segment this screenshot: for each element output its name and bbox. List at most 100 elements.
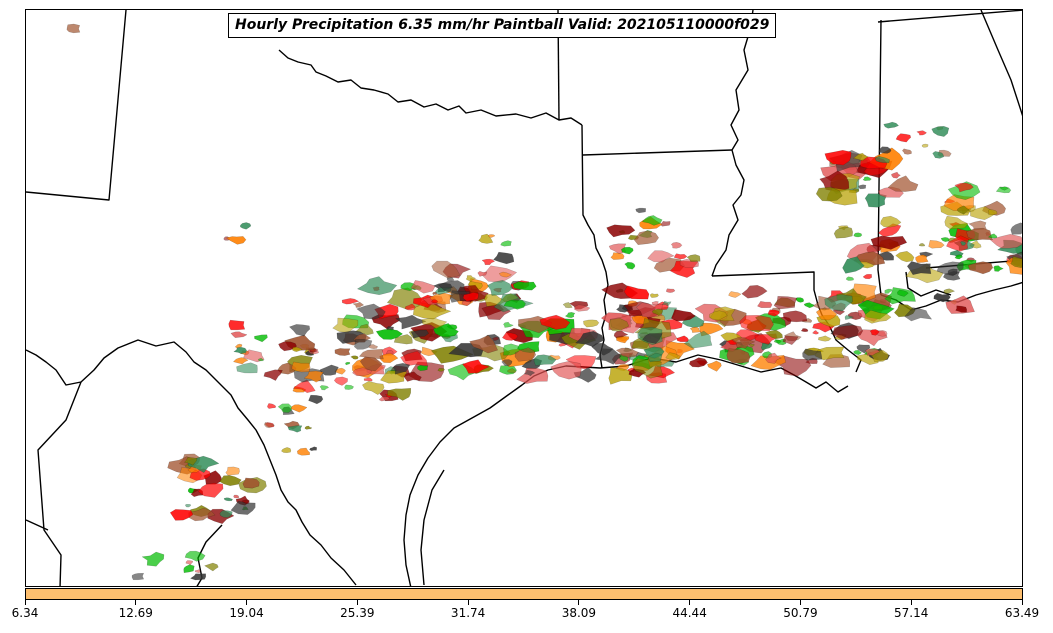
precip-contour bbox=[477, 270, 488, 277]
precip-contour bbox=[290, 404, 308, 413]
precipitation-map bbox=[26, 10, 1022, 586]
precip-contour bbox=[709, 310, 728, 321]
precip-contour bbox=[421, 317, 448, 329]
colorbar-tick-label: 25.39 bbox=[340, 606, 375, 620]
precip-contour bbox=[853, 232, 863, 238]
precip-contour bbox=[946, 235, 970, 252]
precip-contour bbox=[884, 287, 916, 305]
red-river-border bbox=[278, 49, 583, 126]
precip-contour bbox=[169, 509, 194, 521]
precip-contour bbox=[184, 503, 192, 508]
precip-contour bbox=[944, 215, 969, 230]
precip-contour bbox=[999, 186, 1009, 191]
precip-contour bbox=[764, 330, 783, 339]
precip-contour bbox=[375, 329, 404, 340]
precip-contour bbox=[947, 268, 958, 276]
precip-contour bbox=[689, 357, 708, 368]
precip-contour bbox=[739, 315, 774, 332]
precip-contour bbox=[356, 276, 398, 296]
precip-contour bbox=[824, 150, 852, 166]
precip-contour bbox=[932, 151, 945, 159]
colorbar-tick-label: 6.34 bbox=[11, 606, 39, 620]
precip-contour bbox=[782, 310, 808, 323]
precip-contour bbox=[230, 331, 248, 338]
colorbar-tick bbox=[578, 600, 580, 605]
precip-contour bbox=[943, 288, 956, 294]
precip-contour bbox=[183, 457, 198, 466]
precip-contour bbox=[431, 260, 461, 279]
precip-contour bbox=[670, 242, 683, 249]
precip-contour bbox=[523, 369, 536, 377]
precip-contour bbox=[583, 319, 600, 328]
precip-contour bbox=[512, 281, 537, 291]
precip-contour bbox=[223, 497, 233, 502]
precip-contour bbox=[368, 344, 378, 349]
precip-contour bbox=[815, 308, 838, 321]
precip-contour bbox=[417, 364, 429, 371]
colorbar-tick bbox=[910, 600, 912, 605]
precip-contour bbox=[233, 494, 239, 499]
precip-contour bbox=[957, 205, 971, 215]
precip-contour bbox=[131, 572, 145, 581]
precip-contour bbox=[661, 300, 672, 307]
colorbar-tick-label: 19.04 bbox=[229, 606, 264, 620]
precip-contour bbox=[845, 276, 854, 281]
precip-contour bbox=[666, 288, 676, 293]
precip-contour bbox=[352, 367, 373, 377]
precip-contour bbox=[233, 346, 247, 354]
precip-contour bbox=[267, 403, 277, 409]
precip-ensemble-contours bbox=[66, 23, 1022, 581]
precip-contour bbox=[281, 447, 292, 454]
precip-contour bbox=[852, 152, 869, 161]
precip-contour bbox=[842, 256, 865, 274]
precip-contour bbox=[141, 551, 165, 567]
barrier-island bbox=[420, 469, 445, 586]
precip-contour bbox=[204, 562, 219, 572]
precip-contour bbox=[608, 367, 633, 385]
tx-nm-border bbox=[26, 10, 127, 201]
colorbar-tick bbox=[356, 600, 358, 605]
precip-contour bbox=[303, 370, 324, 383]
precip-contour bbox=[760, 342, 773, 351]
precip-contour bbox=[487, 234, 496, 238]
rio-grande-border bbox=[26, 339, 357, 586]
precip-contour bbox=[864, 348, 881, 356]
precip-contour bbox=[345, 361, 351, 366]
precip-contour bbox=[462, 359, 490, 374]
precip-contour bbox=[686, 254, 701, 262]
precip-contour bbox=[344, 384, 355, 390]
colorbar-tick-label: 31.74 bbox=[450, 606, 486, 620]
precip-contour bbox=[550, 361, 582, 380]
precip-contour bbox=[332, 317, 359, 333]
precip-contour bbox=[225, 466, 240, 476]
precip-contour bbox=[815, 186, 843, 202]
precip-contour bbox=[183, 564, 195, 573]
precip-contour bbox=[292, 379, 316, 394]
colorbar-tick bbox=[689, 600, 691, 605]
precip-contour bbox=[277, 362, 297, 375]
precip-contour bbox=[683, 330, 713, 349]
precip-contour bbox=[606, 224, 636, 238]
precip-contour bbox=[651, 301, 659, 306]
precip-contour bbox=[623, 285, 650, 300]
precip-contour bbox=[291, 361, 311, 373]
precip-contour bbox=[465, 275, 477, 282]
precip-contour bbox=[277, 403, 293, 413]
precip-contour bbox=[564, 312, 576, 319]
precip-contour bbox=[869, 329, 880, 336]
colorbar-tick bbox=[24, 600, 26, 605]
precip-contour bbox=[363, 377, 373, 382]
precip-contour bbox=[651, 308, 663, 316]
precip-contour bbox=[378, 396, 390, 402]
precip-contour bbox=[392, 363, 411, 375]
colorbar-tick-label: 12.69 bbox=[118, 606, 153, 620]
precip-contour bbox=[240, 222, 252, 230]
precip-contour bbox=[748, 343, 755, 348]
precip-contour bbox=[292, 346, 303, 352]
precip-contour bbox=[219, 510, 233, 518]
precip-contour bbox=[410, 280, 436, 294]
colorbar-tick bbox=[135, 600, 137, 605]
precip-contour bbox=[533, 354, 557, 366]
precip-contour bbox=[862, 176, 872, 181]
precip-contour bbox=[795, 297, 804, 303]
